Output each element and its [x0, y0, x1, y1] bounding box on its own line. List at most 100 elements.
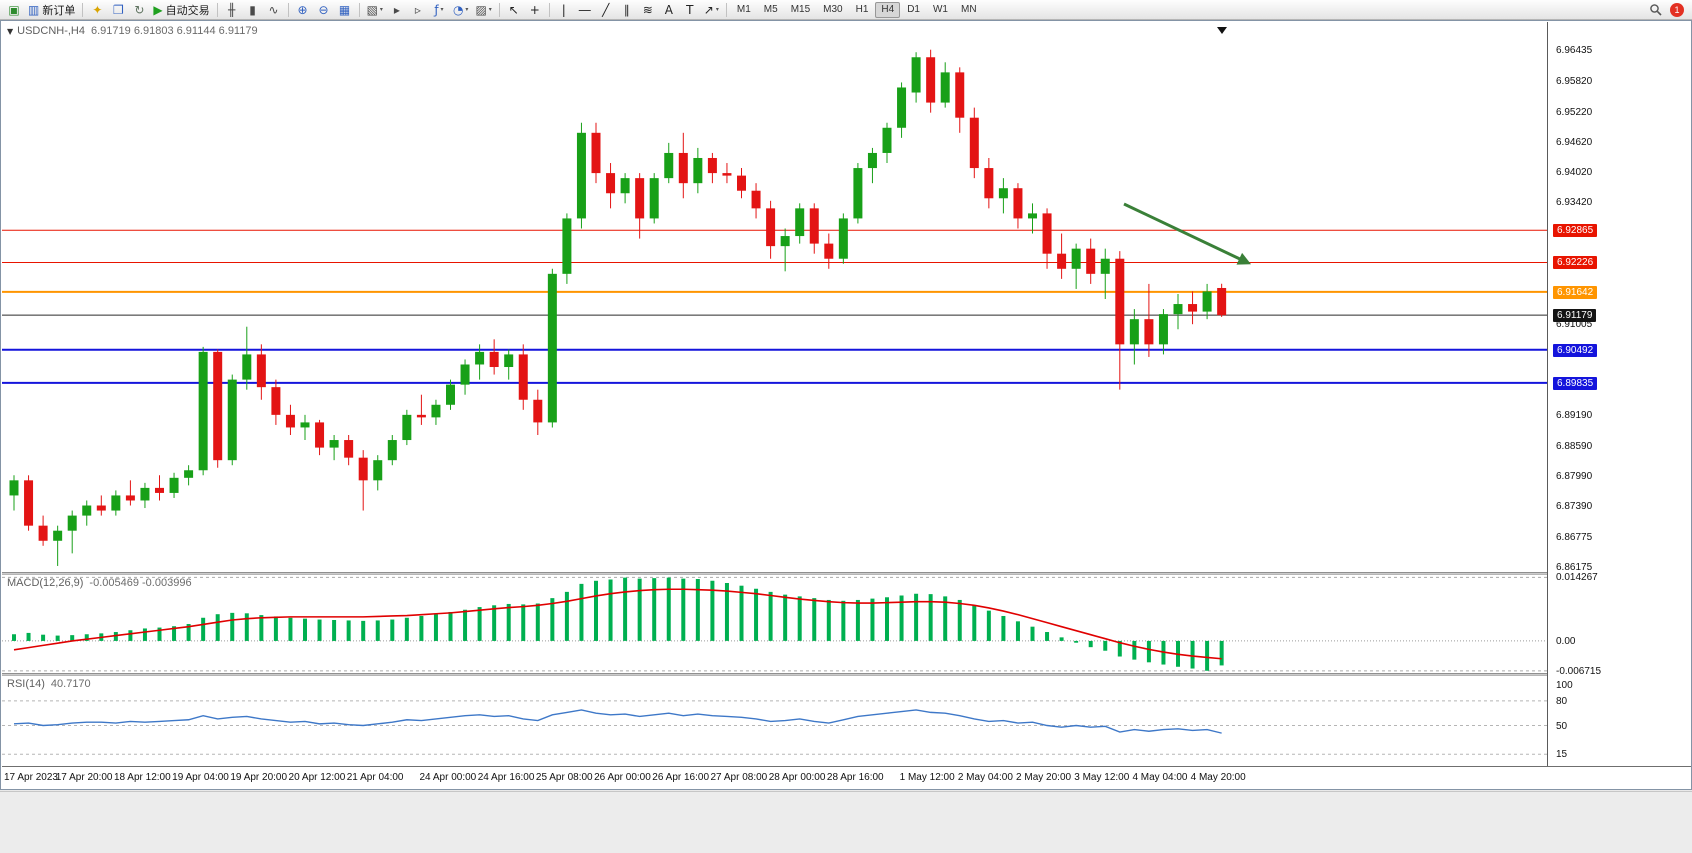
templates-button[interactable]: ▨ ▾	[472, 1, 494, 19]
timeframe-m1-label: M1	[736, 4, 751, 15]
candle-body	[766, 208, 776, 247]
zoom-out-button[interactable]: ⊖	[314, 1, 334, 19]
refresh-icon: ↻	[134, 2, 145, 17]
text-button[interactable]: A	[659, 1, 679, 19]
price-badge: 6.91179	[1553, 309, 1597, 323]
panel-divider-macd[interactable]	[2, 572, 1691, 575]
macd-signal-line	[13, 588, 1222, 660]
auto-trading-button[interactable]: ▶ 自动交易	[150, 1, 212, 19]
main-chart[interactable]	[2, 22, 1547, 572]
macd-axis-label: 0.00	[1556, 635, 1576, 647]
timeframe-m1[interactable]: M1	[731, 2, 757, 18]
arrows-button[interactable]: ↗ ▾	[701, 1, 722, 19]
candle-body	[838, 218, 848, 259]
text-icon: A	[664, 2, 673, 17]
new-chart-button[interactable]: ▣	[4, 1, 24, 19]
indicators-button[interactable]: ƒ ▾	[429, 1, 449, 19]
tile-windows-button[interactable]: ▦	[335, 1, 355, 19]
rsi-value-label: 40.7170	[50, 678, 91, 690]
toolbar-separator	[358, 2, 360, 17]
auto-scroll-button[interactable]: ▸	[387, 1, 407, 19]
line-chart-mode-button[interactable]: ∿	[264, 1, 284, 19]
time-axis-label: 2 May 04:00	[957, 772, 1013, 783]
zoom-in-button[interactable]: ⊕	[293, 1, 313, 19]
fibonacci-button[interactable]: ≋	[638, 1, 658, 19]
timeframe-mn[interactable]: MN	[955, 2, 983, 18]
candle-body	[1071, 248, 1081, 269]
rsi-axis-label: 15	[1556, 749, 1568, 761]
time-axis-label: 28 Apr 00:00	[768, 772, 826, 783]
price-axis-label: 6.91005	[1556, 318, 1593, 330]
candle-body	[693, 157, 703, 184]
vertical-line-button[interactable]: |	[554, 1, 574, 19]
price-axis-label: 6.88590	[1556, 440, 1593, 452]
timeframe-m15[interactable]: M15	[785, 2, 816, 18]
chart-window: 6.96435 6.95820 6.95220 6.94620 6.94020 6.934…	[0, 20, 1692, 790]
candle-body	[1013, 188, 1023, 219]
metaeditor-button[interactable]: ✦	[87, 1, 107, 19]
periods-button[interactable]: ◔ ▾	[450, 1, 472, 19]
panel-divider-rsi[interactable]	[2, 673, 1691, 676]
refresh-button[interactable]: ↻	[129, 1, 149, 19]
dropdown-arrow-icon: ▾	[440, 6, 444, 13]
time-axis-label: 18 Apr 12:00	[113, 772, 171, 783]
trend-arrow[interactable]	[1123, 202, 1243, 262]
macd-values-label: -0.005469 -0.003996	[89, 577, 192, 589]
macd-axis-label: 0.014267	[1556, 572, 1598, 584]
candle-body	[1173, 304, 1183, 315]
search-button[interactable]	[1645, 1, 1665, 19]
candle-body	[955, 72, 965, 118]
bar-chart-mode-button[interactable]: ╫	[222, 1, 242, 19]
timeframe-h1[interactable]: H1	[850, 2, 875, 18]
chart-symbol-label: USDCNH-,H4	[17, 25, 85, 37]
candles	[9, 49, 1227, 566]
new-order-button[interactable]: ▥ 新订单	[25, 1, 78, 19]
candle-body	[155, 487, 164, 493]
timeframe-h4[interactable]: H4	[875, 1, 901, 18]
timeframe-m5[interactable]: M5	[758, 2, 784, 18]
candle-body	[285, 414, 295, 428]
market-watch-button[interactable]: ❐	[108, 1, 128, 19]
text-label-button[interactable]: T	[680, 1, 700, 19]
toolbar-separator	[82, 2, 84, 17]
candle-body	[795, 208, 805, 237]
macd-panel[interactable]	[2, 575, 1547, 673]
time-axis-label: 17 Apr 2023	[4, 772, 58, 783]
timeframe-m30[interactable]: M30	[817, 2, 848, 18]
horizontal-line-button[interactable]: ―	[575, 1, 595, 19]
chart-collapse-icon[interactable]: ▼	[7, 27, 14, 36]
chart-shift-marker-icon[interactable]	[1217, 27, 1227, 34]
metaeditor-icon: ✦	[92, 2, 103, 17]
price-badge: 6.92865	[1553, 224, 1598, 238]
candle-body	[1158, 314, 1168, 345]
time-axis[interactable]: 17 Apr 2023 17 Apr 20:00 18 Apr 12:00 19 Ap…	[2, 766, 1691, 789]
timeframe-d1[interactable]: D1	[901, 2, 926, 18]
dropdown-arrow-icon: ▾	[488, 6, 492, 13]
macd-name-label: MACD(12,26,9)	[7, 577, 84, 589]
time-axis-label: 26 Apr 16:00	[652, 772, 710, 783]
candlestick-mode-button[interactable]: ▮	[243, 1, 263, 19]
chart-shift-button[interactable]: ▹	[408, 1, 428, 19]
toolbar-separator	[548, 2, 550, 17]
channel-button[interactable]: ∥	[617, 1, 637, 19]
dropdown-arrow-icon: ▾	[715, 6, 719, 13]
cursor-button[interactable]: ↖	[504, 1, 524, 19]
rsi-panel[interactable]	[2, 676, 1547, 766]
crosshair-button[interactable]: +	[525, 1, 545, 19]
timeframe-w1[interactable]: W1	[927, 2, 954, 18]
market-watch-icon: ❐	[112, 2, 124, 17]
price-scale[interactable]: 6.96435 6.95820 6.95220 6.94620 6.94020 6.934…	[1547, 22, 1691, 766]
rsi-axis-label: 50	[1556, 720, 1568, 732]
candle-body	[969, 117, 979, 169]
candle-body	[1028, 213, 1037, 219]
candle-body	[344, 440, 354, 458]
channel-icon: ∥	[623, 2, 630, 17]
time-axis-label: 1 May 12:00	[899, 772, 955, 783]
trendline-button[interactable]: ╱	[596, 1, 616, 19]
timeframe-h4-label: H4	[881, 4, 895, 15]
candle-body	[751, 190, 761, 209]
time-axis-label: 2 May 20:00	[1016, 772, 1072, 783]
strategy-tester-button[interactable]: ▧ ▾	[364, 1, 386, 19]
notification-badge[interactable]: 1	[1670, 2, 1684, 17]
fibonacci-icon: ≋	[642, 2, 653, 17]
